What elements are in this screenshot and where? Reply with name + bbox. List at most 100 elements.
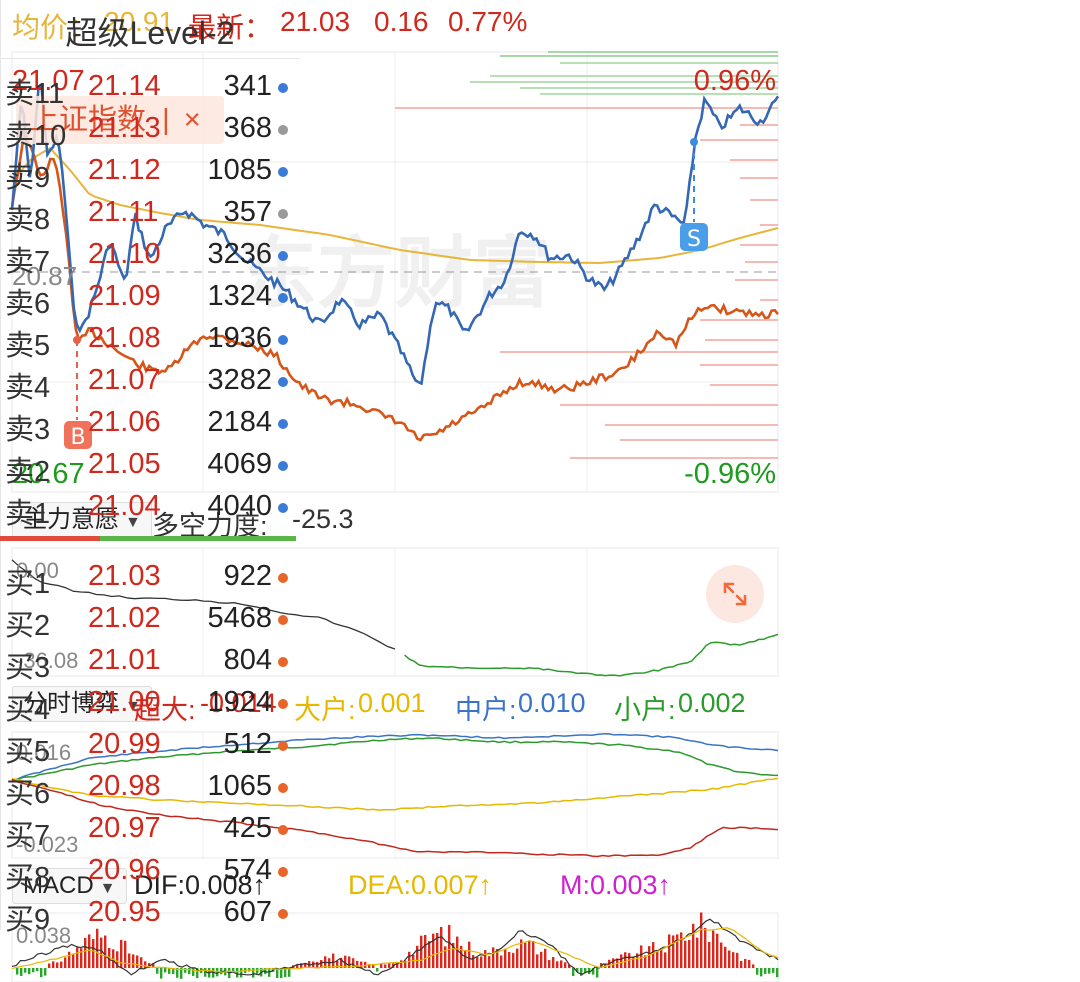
- macd-bar: [440, 926, 443, 968]
- order-dot-icon: [278, 657, 288, 667]
- macd-bar: [664, 952, 667, 968]
- ask-row[interactable]: 卖9 21.12 1085: [0, 150, 300, 194]
- order-dot-icon: [278, 909, 288, 919]
- macd-bar: [124, 940, 127, 968]
- order-price: 21.09: [88, 280, 161, 312]
- macd-bar: [312, 961, 315, 968]
- indicator1-panel: 0.00 -36.08: [11, 547, 779, 677]
- macd-bar: [132, 954, 135, 968]
- macd-bar: [120, 939, 123, 968]
- macd-bar: [584, 968, 587, 973]
- macd-bar: [20, 968, 23, 976]
- macd-bar: [776, 968, 779, 978]
- macd-bar: [740, 961, 743, 968]
- macd-bar: [156, 968, 159, 974]
- bid-row[interactable]: 买4 21.00 1924: [0, 682, 300, 726]
- macd-bar: [288, 968, 291, 977]
- macd-bar: [60, 961, 63, 968]
- bid-row[interactable]: 买5 20.99 512: [0, 724, 300, 768]
- small-value: 0.002: [678, 688, 746, 718]
- indicator1-selector[interactable]: 主力意愿 ▼: [12, 502, 152, 538]
- order-price: 21.10: [88, 238, 161, 270]
- ask-row[interactable]: 卖2 21.05 4069: [0, 444, 300, 488]
- macd-bar: [748, 959, 751, 968]
- ind2-medium-line: [11, 733, 779, 781]
- price-line: [10, 83, 780, 386]
- macd-bar: [316, 961, 319, 968]
- macd-bar: [488, 956, 491, 968]
- ask-row[interactable]: 卖8 21.11 357: [0, 192, 300, 236]
- macd-bar: [360, 961, 363, 968]
- ind2-max-label: 0.016: [16, 740, 71, 765]
- ask-row[interactable]: 卖1 21.04 4040: [0, 486, 300, 530]
- macd-bar: [624, 952, 627, 968]
- macd-bar: [688, 939, 691, 968]
- order-volume: 1936: [207, 322, 272, 354]
- bid-row[interactable]: 买2 21.02 5468: [0, 598, 300, 642]
- bid-row[interactable]: 买9 20.95 607: [0, 892, 300, 936]
- macd-bar: [636, 953, 639, 968]
- macd-bar: [236, 968, 239, 978]
- ask-bid-divider-green: [100, 536, 296, 541]
- ind2-min-label: -0.023: [16, 832, 78, 857]
- order-price: 21.06: [88, 406, 161, 438]
- medium-value: 0.010: [518, 688, 586, 718]
- macd-bar: [220, 968, 223, 975]
- macd-bar: [768, 968, 771, 974]
- macd-bar: [508, 952, 511, 968]
- ind2-super-line: [11, 778, 779, 858]
- macd-bar: [484, 950, 487, 968]
- macd-bar: [560, 960, 563, 968]
- bid-row[interactable]: 买6 20.98 1065: [0, 766, 300, 810]
- buy-marker[interactable]: B: [64, 336, 92, 450]
- macd-bar: [416, 945, 419, 968]
- order-price: 20.99: [88, 728, 161, 760]
- order-level-label: 买5: [5, 736, 51, 768]
- order-dot-icon: [278, 335, 288, 345]
- macd-bar: [772, 968, 775, 973]
- bid-row[interactable]: 买8 20.96 574: [0, 850, 300, 894]
- bid-row[interactable]: 买3 21.01 804: [0, 640, 300, 684]
- bid-row[interactable]: 买1 21.03 922: [0, 556, 300, 600]
- indicator2-selector[interactable]: 分时博弈 ▼: [12, 686, 152, 722]
- ask-row[interactable]: 卖6 21.09 1324: [0, 276, 300, 320]
- macd-bar: [52, 961, 55, 968]
- order-dot-icon: [278, 167, 288, 177]
- order-dot-icon: [278, 419, 288, 429]
- macd-bar: [28, 968, 31, 975]
- macd-bar: [136, 955, 139, 968]
- ask-row[interactable]: 卖7 21.10 3236: [0, 234, 300, 278]
- expand-button[interactable]: [706, 565, 764, 623]
- caret-down-icon: ▼: [125, 514, 141, 531]
- order-dot-icon: [278, 503, 288, 513]
- order-volume: 574: [223, 854, 272, 886]
- macd-bar: [128, 953, 131, 968]
- macd-bar: [620, 954, 623, 968]
- macd-bar: [472, 955, 475, 968]
- order-price: 21.08: [88, 322, 161, 354]
- order-book-title[interactable]: 超级Level-2: [65, 15, 235, 51]
- macd-bar: [732, 952, 735, 968]
- order-price: 20.97: [88, 812, 161, 844]
- order-level-label: 卖5: [5, 330, 51, 362]
- macd-bar: [632, 957, 635, 968]
- ask-row[interactable]: 卖3 21.06 2184: [0, 402, 300, 446]
- ask-row[interactable]: 卖11 21.14 341: [0, 66, 300, 110]
- sell-marker[interactable]: S: [680, 138, 708, 252]
- indicator1-selector-label: 主力意愿: [23, 506, 119, 533]
- macd-max-label: 0.038: [16, 923, 71, 948]
- ask-row[interactable]: 卖5 21.08 1936: [0, 318, 300, 362]
- bid-row[interactable]: 买7 20.97 425: [0, 808, 300, 852]
- indicator1-value: -25.3: [292, 504, 354, 534]
- ask-row[interactable]: 卖4 21.07 3282: [0, 360, 300, 404]
- order-dot-icon: [278, 741, 288, 751]
- ask-row[interactable]: 卖10 21.13 368: [0, 108, 300, 152]
- order-level-label: 买8: [5, 862, 51, 894]
- macd-bar: [196, 968, 199, 979]
- macd-selector[interactable]: MACD ▼: [12, 868, 127, 904]
- macd-bar: [152, 963, 155, 968]
- macd-bar: [700, 912, 703, 968]
- order-dot-icon: [278, 293, 288, 303]
- index-overlay-chip[interactable]: 上证指数 | ×: [16, 96, 224, 144]
- close-icon[interactable]: ×: [183, 104, 201, 136]
